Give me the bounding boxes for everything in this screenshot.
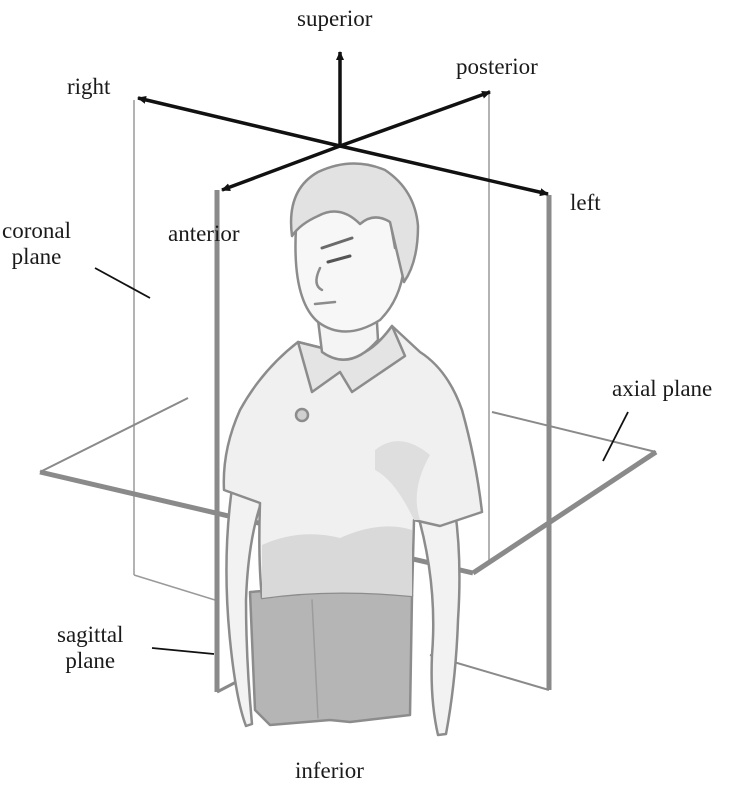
right-arm — [413, 503, 461, 737]
label-coronal-line1: coronal — [2, 218, 71, 243]
axis-anterior — [221, 144, 341, 192]
coronal-leader — [94, 267, 151, 299]
label-sagittal-line1: sagittal — [57, 622, 124, 647]
label-anterior: anterior — [168, 221, 240, 246]
axis-right — [137, 95, 341, 148]
nose — [315, 266, 324, 292]
label-left: left — [570, 190, 601, 215]
eyebrow — [320, 236, 354, 250]
label-axial-plane: axial plane — [612, 376, 713, 401]
label-coronal-line2: plane — [11, 244, 62, 269]
axial-leader — [602, 411, 629, 462]
mouth — [313, 300, 337, 306]
human-figure — [222, 162, 484, 737]
shirt-shadow — [262, 526, 412, 598]
label-posterior: posterior — [456, 54, 538, 79]
label-superior: superior — [297, 6, 373, 31]
left-arm — [225, 486, 264, 728]
leader-lines — [94, 267, 629, 655]
label-inferior: inferior — [295, 758, 364, 783]
label-coronal-plane: coronal plane — [2, 218, 71, 270]
label-sagittal-line2: plane — [65, 648, 116, 673]
axis-left — [339, 144, 549, 197]
pants — [248, 587, 414, 727]
label-sagittal-plane: sagittal plane — [57, 622, 123, 674]
direction-axes — [137, 51, 549, 197]
label-right: right — [67, 74, 111, 99]
shirt-button — [294, 407, 310, 423]
shirt — [222, 324, 484, 600]
axis-posterior — [339, 90, 491, 148]
hair — [289, 162, 420, 284]
eye — [326, 254, 352, 264]
sagittal-leader — [151, 647, 215, 655]
